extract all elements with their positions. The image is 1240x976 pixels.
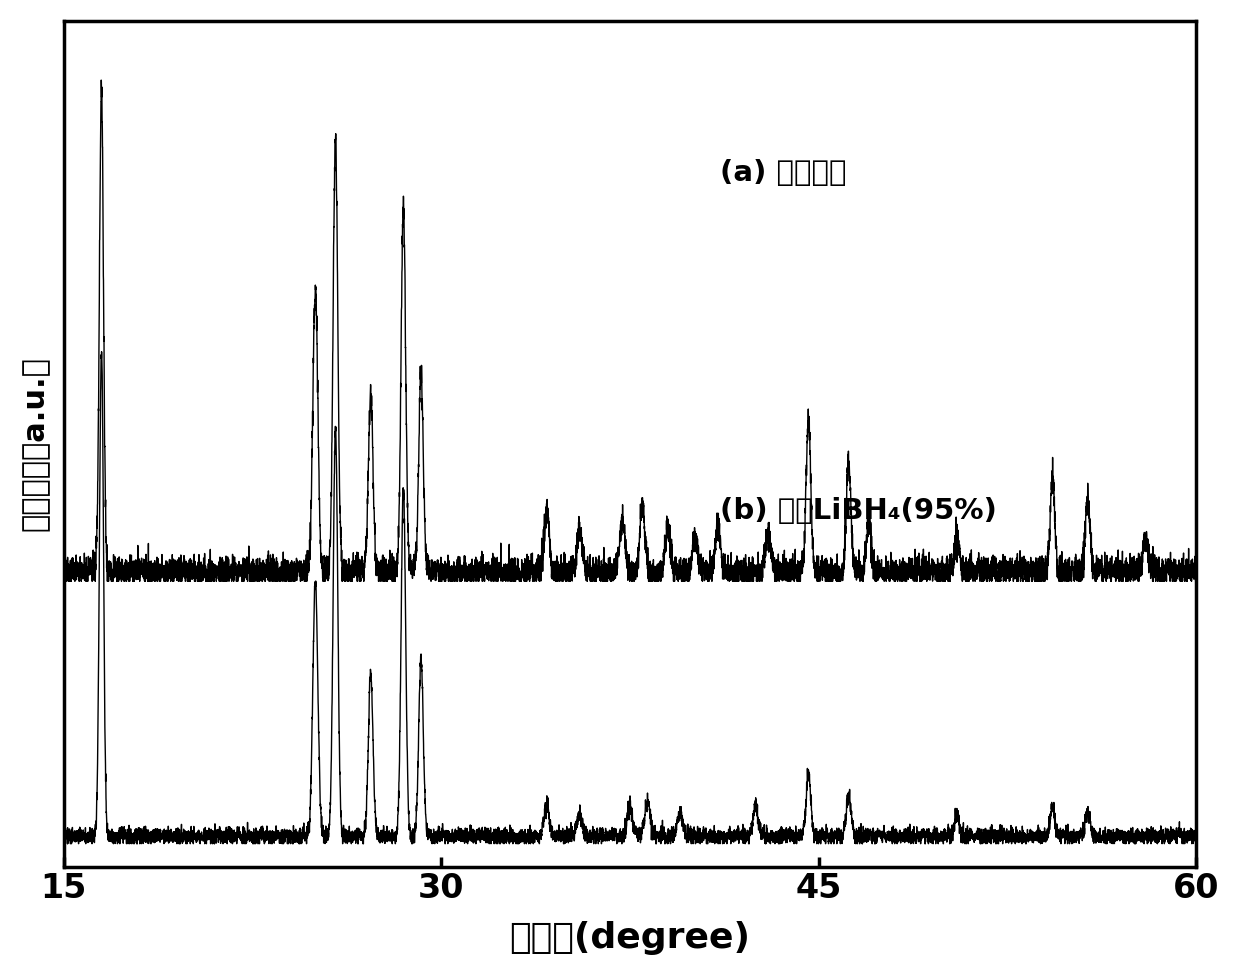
Y-axis label: 相对强度（a.u.）: 相对强度（a.u.） <box>21 356 50 531</box>
X-axis label: 衍射角(degree): 衍射角(degree) <box>510 921 750 956</box>
Text: (a) 提纯产物: (a) 提纯产物 <box>720 159 847 187</box>
Text: (b) 商丞LiBH₄(95%): (b) 商丞LiBH₄(95%) <box>720 498 997 525</box>
